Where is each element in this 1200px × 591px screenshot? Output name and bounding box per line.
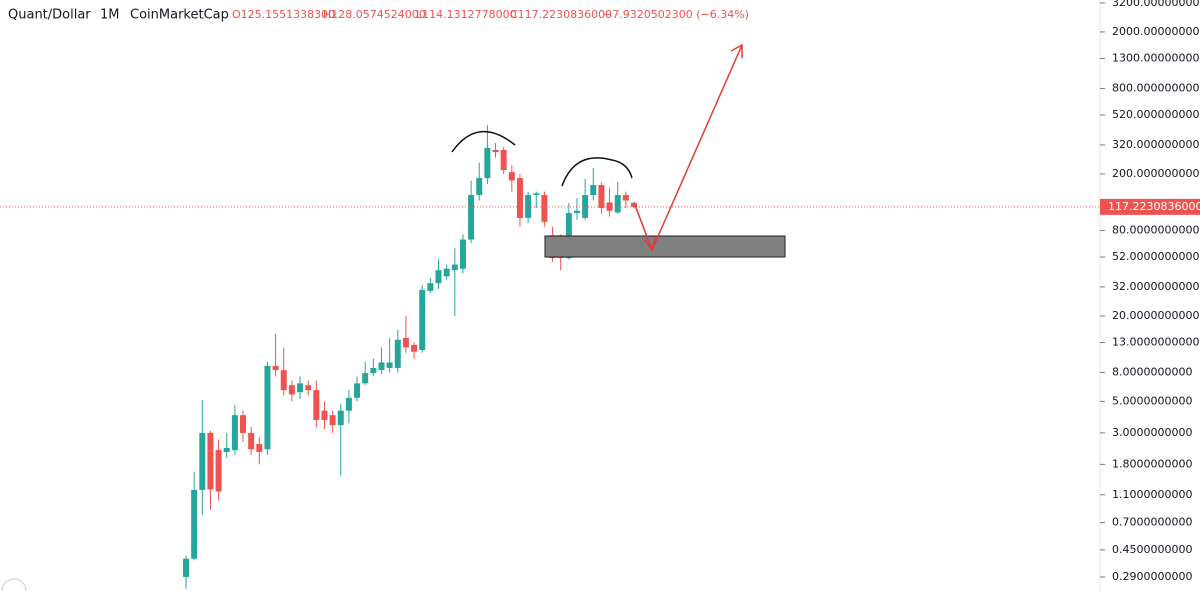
- y-tick-label: 200.0000000000: [1112, 167, 1200, 180]
- y-tick-label: 20.0000000000: [1112, 309, 1199, 322]
- candle-body: [476, 178, 483, 196]
- candle-body: [427, 283, 434, 291]
- candle-body: [386, 362, 393, 368]
- candle-body: [199, 432, 206, 490]
- y-tick-label: 3.0000000000: [1112, 426, 1192, 439]
- y-tick-label: 1300.0000000000: [1112, 51, 1200, 64]
- candle-body: [183, 558, 189, 577]
- y-tick-label: 0.7000000000: [1112, 516, 1192, 529]
- last-price-label: 117.2230836000: [1108, 200, 1200, 213]
- close-text: C117.2230836000: [510, 8, 612, 21]
- candle-body: [541, 195, 548, 222]
- candle-body: [272, 365, 279, 371]
- candle-body: [533, 193, 540, 196]
- low-text: L114.1312778000: [416, 8, 517, 21]
- corner-button[interactable]: [1, 578, 27, 591]
- candle-body: [378, 362, 385, 371]
- candle-body: [614, 195, 621, 213]
- candle-body: [231, 415, 238, 451]
- interval: 1M: [100, 8, 120, 23]
- candle-body: [280, 370, 287, 391]
- shoulder-arc: [561, 157, 633, 187]
- y-tick-label: 320.0000000000: [1112, 138, 1200, 151]
- plot: [0, 125, 1100, 589]
- open-text: O125.1551338300: [232, 8, 335, 21]
- y-tick-label: 1.1000000000: [1112, 488, 1192, 501]
- candle-body: [207, 432, 214, 490]
- candle-body: [305, 385, 312, 391]
- candle-body: [508, 172, 515, 181]
- candle-body: [590, 185, 597, 196]
- candle-body: [516, 178, 523, 218]
- candle-body: [248, 432, 255, 450]
- candle-body: [402, 337, 409, 348]
- high-text: H128.0574524000: [323, 8, 426, 21]
- y-tick-label: 2000.0000000000: [1112, 25, 1200, 38]
- candle-body: [337, 410, 344, 426]
- candle-body: [500, 149, 507, 171]
- y-tick-label: 1.8000000000: [1112, 457, 1192, 470]
- y-tick-label: 800.0000000000: [1112, 81, 1200, 94]
- y-tick-label: 5.0000000000: [1112, 394, 1192, 407]
- candle-body: [215, 450, 222, 492]
- zone-box: [544, 235, 786, 258]
- candle-body: [394, 339, 401, 368]
- candle-body: [622, 195, 629, 201]
- y-tick-label: 3200.0000000000: [1112, 0, 1200, 9]
- candle-body: [451, 264, 458, 271]
- y-tick-label: 520.0000000000: [1112, 108, 1200, 121]
- candle-body: [443, 268, 450, 277]
- candle-body: [435, 270, 442, 284]
- candle-body: [313, 390, 320, 420]
- y-tick-label: 13.0000000000: [1112, 335, 1199, 348]
- candle-body: [288, 385, 295, 395]
- candle-body: [459, 239, 466, 269]
- last-price-box: [1100, 198, 1200, 215]
- drawings: [451, 43, 786, 258]
- candle-body: [419, 289, 426, 351]
- y-tick-label: 80.0000000000: [1112, 223, 1199, 236]
- candle-body: [264, 365, 271, 450]
- candle-body: [345, 397, 352, 411]
- change-text: −7.9320502300 (−6.34%): [603, 8, 749, 21]
- candle-body: [240, 415, 247, 433]
- y-tick-label: 0.2900000000: [1112, 570, 1192, 583]
- candle-body: [362, 373, 369, 384]
- y-tick-label: 32.0000000000: [1112, 280, 1199, 293]
- candle-body: [598, 185, 605, 209]
- candle-body: [492, 149, 499, 153]
- symbol: Quant/Dollar: [8, 8, 91, 23]
- candle-body: [468, 195, 475, 240]
- candle-body: [573, 210, 580, 214]
- candle-body: [223, 447, 230, 453]
- candle-body: [191, 489, 198, 559]
- candle-body: [321, 410, 328, 420]
- y-tick-label: 52.0000000000: [1112, 250, 1199, 263]
- candle-body: [631, 202, 637, 207]
- candle-body: [297, 383, 304, 393]
- y-tick-label: 8.0000000000: [1112, 365, 1192, 378]
- candle-body: [411, 344, 418, 352]
- source: CoinMarketCap: [130, 8, 229, 23]
- candle-body: [354, 383, 361, 398]
- candle-body: [484, 147, 491, 179]
- head-arc: [451, 130, 516, 153]
- header: Quant/Dollar 1M CoinMarketCap O125.15513…: [8, 8, 749, 23]
- candle-body: [256, 444, 263, 453]
- y-tick-label: 0.4500000000: [1112, 543, 1192, 556]
- candle-body: [370, 367, 377, 374]
- candle-body: [329, 415, 336, 426]
- up-arrow: [651, 43, 743, 251]
